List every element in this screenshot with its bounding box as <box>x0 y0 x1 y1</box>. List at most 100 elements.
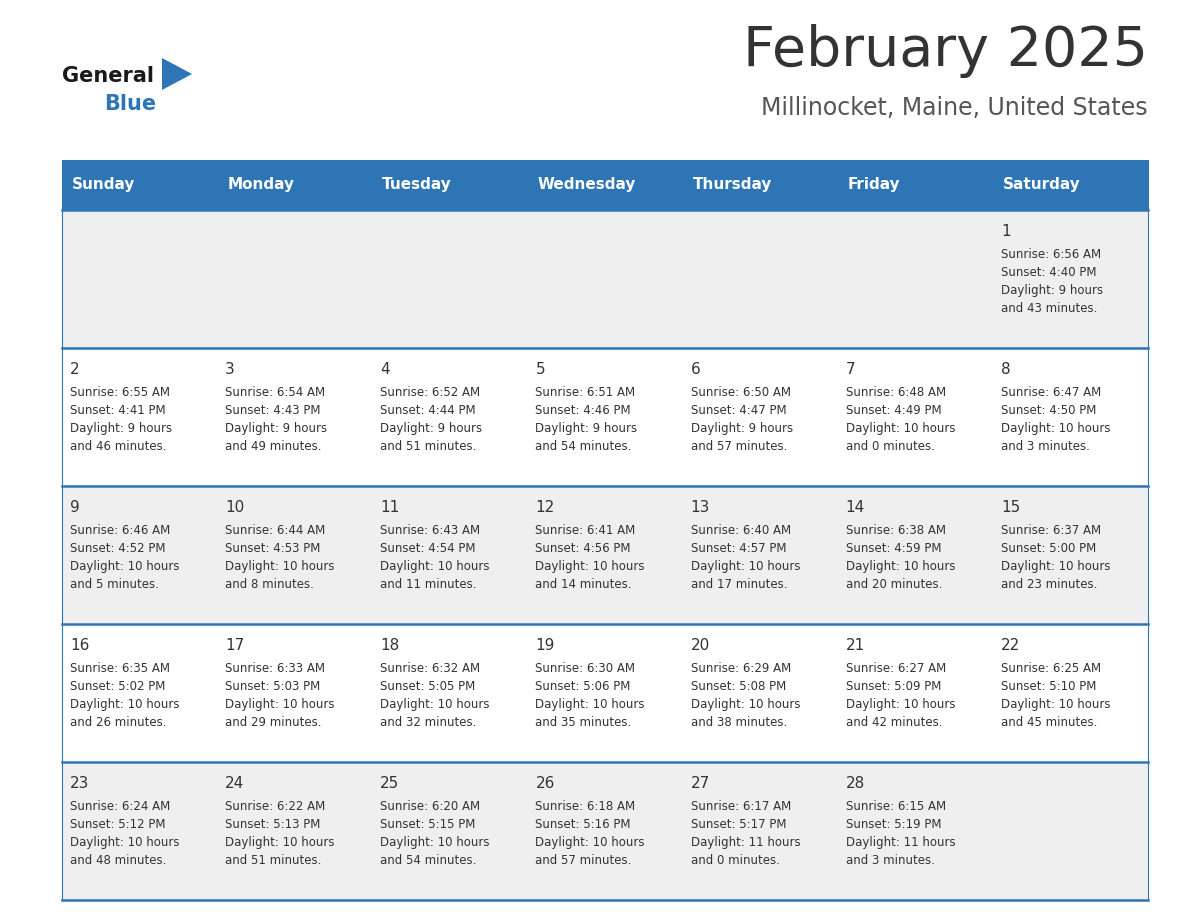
Text: Sunset: 5:08 PM: Sunset: 5:08 PM <box>690 680 785 693</box>
Text: Sunrise: 6:32 AM: Sunrise: 6:32 AM <box>380 662 480 675</box>
Bar <box>217 486 372 624</box>
Text: 20: 20 <box>690 638 709 653</box>
Bar <box>838 624 993 762</box>
Text: and 5 minutes.: and 5 minutes. <box>70 578 159 591</box>
Bar <box>62 624 217 762</box>
Text: and 54 minutes.: and 54 minutes. <box>536 440 632 453</box>
Bar <box>838 486 993 624</box>
Text: Sunrise: 6:18 AM: Sunrise: 6:18 AM <box>536 800 636 813</box>
Text: Monday: Monday <box>227 177 295 193</box>
Text: Sunrise: 6:27 AM: Sunrise: 6:27 AM <box>846 662 946 675</box>
Text: Sunrise: 6:54 AM: Sunrise: 6:54 AM <box>226 386 326 399</box>
Text: Sunrise: 6:47 AM: Sunrise: 6:47 AM <box>1000 386 1101 399</box>
Bar <box>527 486 683 624</box>
Text: Daylight: 10 hours: Daylight: 10 hours <box>70 698 179 711</box>
Bar <box>993 160 1148 210</box>
Bar <box>62 486 217 624</box>
Text: Daylight: 10 hours: Daylight: 10 hours <box>380 836 489 849</box>
Bar <box>527 160 683 210</box>
Text: and 29 minutes.: and 29 minutes. <box>226 716 322 729</box>
Text: 24: 24 <box>226 776 245 791</box>
Text: Sunset: 5:17 PM: Sunset: 5:17 PM <box>690 818 786 831</box>
Text: Daylight: 10 hours: Daylight: 10 hours <box>70 560 179 573</box>
Text: 9: 9 <box>70 500 80 515</box>
Text: Sunset: 4:56 PM: Sunset: 4:56 PM <box>536 542 631 555</box>
Text: 5: 5 <box>536 362 545 377</box>
Text: Thursday: Thursday <box>693 177 772 193</box>
Bar <box>217 160 372 210</box>
Bar <box>527 762 683 900</box>
Text: and 45 minutes.: and 45 minutes. <box>1000 716 1098 729</box>
Text: 17: 17 <box>226 638 245 653</box>
Bar <box>838 160 993 210</box>
Text: Daylight: 10 hours: Daylight: 10 hours <box>690 698 800 711</box>
Bar <box>527 210 683 348</box>
Text: 27: 27 <box>690 776 709 791</box>
Bar <box>683 210 838 348</box>
Text: 2: 2 <box>70 362 80 377</box>
Text: 18: 18 <box>380 638 399 653</box>
Text: Sunset: 4:57 PM: Sunset: 4:57 PM <box>690 542 786 555</box>
Text: Sunrise: 6:50 AM: Sunrise: 6:50 AM <box>690 386 790 399</box>
Text: Sunset: 5:19 PM: Sunset: 5:19 PM <box>846 818 941 831</box>
Text: Daylight: 10 hours: Daylight: 10 hours <box>226 560 335 573</box>
Text: Daylight: 10 hours: Daylight: 10 hours <box>846 422 955 435</box>
Text: Sunrise: 6:33 AM: Sunrise: 6:33 AM <box>226 662 326 675</box>
Text: Daylight: 10 hours: Daylight: 10 hours <box>226 836 335 849</box>
Text: Sunrise: 6:20 AM: Sunrise: 6:20 AM <box>380 800 480 813</box>
Bar <box>993 762 1148 900</box>
Text: Sunset: 5:05 PM: Sunset: 5:05 PM <box>380 680 475 693</box>
Text: Daylight: 10 hours: Daylight: 10 hours <box>380 560 489 573</box>
Polygon shape <box>162 58 192 90</box>
Text: 3: 3 <box>226 362 235 377</box>
Text: 10: 10 <box>226 500 245 515</box>
Bar <box>683 348 838 486</box>
Text: Daylight: 9 hours: Daylight: 9 hours <box>1000 284 1102 297</box>
Text: Millinocket, Maine, United States: Millinocket, Maine, United States <box>762 96 1148 120</box>
Text: Sunset: 4:40 PM: Sunset: 4:40 PM <box>1000 266 1097 279</box>
Bar <box>683 624 838 762</box>
Text: 23: 23 <box>70 776 89 791</box>
Text: Daylight: 10 hours: Daylight: 10 hours <box>1000 422 1111 435</box>
Text: Daylight: 9 hours: Daylight: 9 hours <box>70 422 172 435</box>
Text: and 0 minutes.: and 0 minutes. <box>690 854 779 867</box>
Text: Sunrise: 6:29 AM: Sunrise: 6:29 AM <box>690 662 791 675</box>
Text: and 48 minutes.: and 48 minutes. <box>70 854 166 867</box>
Text: Sunrise: 6:38 AM: Sunrise: 6:38 AM <box>846 524 946 537</box>
Bar <box>372 160 527 210</box>
Text: Sunrise: 6:30 AM: Sunrise: 6:30 AM <box>536 662 636 675</box>
Text: 22: 22 <box>1000 638 1020 653</box>
Bar <box>683 160 838 210</box>
Text: 12: 12 <box>536 500 555 515</box>
Text: and 0 minutes.: and 0 minutes. <box>846 440 935 453</box>
Text: Sunset: 4:44 PM: Sunset: 4:44 PM <box>380 404 476 417</box>
Text: Sunset: 4:49 PM: Sunset: 4:49 PM <box>846 404 941 417</box>
Text: 21: 21 <box>846 638 865 653</box>
Text: Daylight: 10 hours: Daylight: 10 hours <box>846 560 955 573</box>
Text: Sunrise: 6:48 AM: Sunrise: 6:48 AM <box>846 386 946 399</box>
Text: and 46 minutes.: and 46 minutes. <box>70 440 166 453</box>
Text: Daylight: 11 hours: Daylight: 11 hours <box>690 836 801 849</box>
Text: and 3 minutes.: and 3 minutes. <box>846 854 935 867</box>
Text: Sunset: 5:13 PM: Sunset: 5:13 PM <box>226 818 321 831</box>
Text: Sunset: 4:47 PM: Sunset: 4:47 PM <box>690 404 786 417</box>
Text: and 26 minutes.: and 26 minutes. <box>70 716 166 729</box>
Text: Tuesday: Tuesday <box>383 177 453 193</box>
Bar <box>372 624 527 762</box>
Text: Sunrise: 6:22 AM: Sunrise: 6:22 AM <box>226 800 326 813</box>
Text: Sunset: 5:12 PM: Sunset: 5:12 PM <box>70 818 165 831</box>
Text: Sunset: 5:09 PM: Sunset: 5:09 PM <box>846 680 941 693</box>
Bar <box>62 348 217 486</box>
Bar <box>527 348 683 486</box>
Bar <box>527 624 683 762</box>
Text: Wednesday: Wednesday <box>537 177 636 193</box>
Text: and 54 minutes.: and 54 minutes. <box>380 854 476 867</box>
Text: 15: 15 <box>1000 500 1020 515</box>
Text: Sunrise: 6:46 AM: Sunrise: 6:46 AM <box>70 524 170 537</box>
Text: Sunrise: 6:43 AM: Sunrise: 6:43 AM <box>380 524 480 537</box>
Text: Daylight: 10 hours: Daylight: 10 hours <box>536 698 645 711</box>
Text: Friday: Friday <box>848 177 901 193</box>
Text: and 38 minutes.: and 38 minutes. <box>690 716 786 729</box>
Bar <box>217 624 372 762</box>
Text: 11: 11 <box>380 500 399 515</box>
